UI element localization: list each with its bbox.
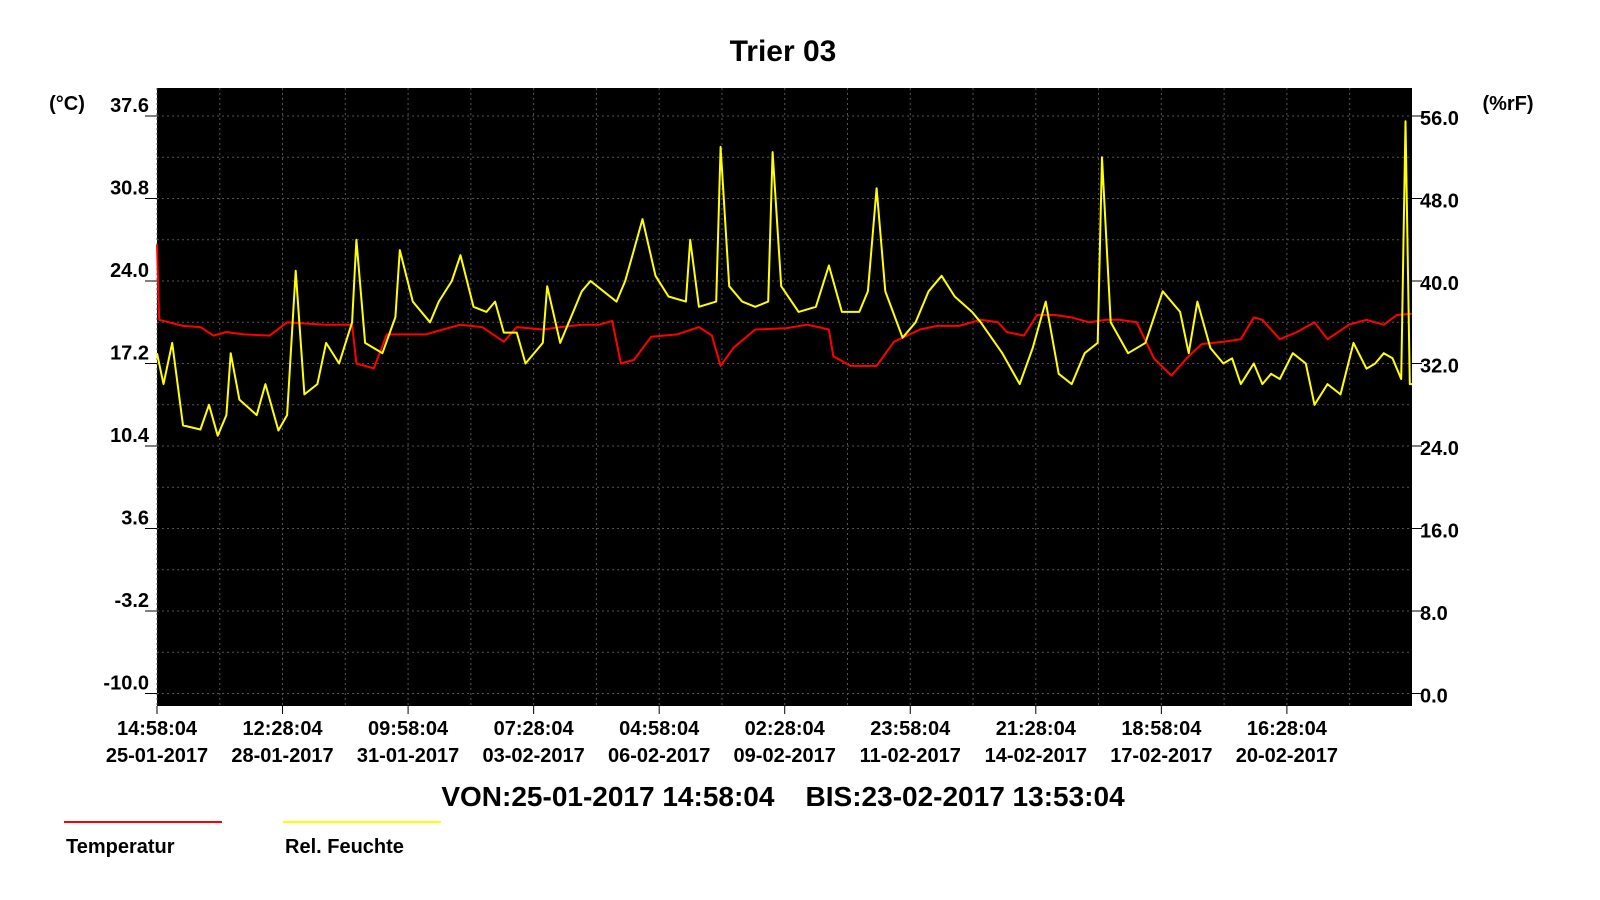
- x-tick-label-time: 12:28:04: [243, 718, 324, 740]
- y-left-tick-label: -10.0: [103, 673, 149, 695]
- y-axis-left: 37.6 30.8 24.0 17.2 10.4 3.6 -3.2 -10.0: [103, 95, 157, 695]
- x-tick-label-date: 11-02-2017: [860, 745, 961, 767]
- legend-label-humidity: Rel. Feuchte: [285, 836, 404, 858]
- x-tick-label-date: 03-02-2017: [482, 745, 584, 767]
- series-line-temperature: [156, 244, 1413, 377]
- y-right-tick-label: 48.0: [1420, 191, 1459, 213]
- x-tick-label-time: 07:28:04: [494, 718, 575, 740]
- y-right-tick-label: 0.0: [1420, 686, 1448, 708]
- x-tick-label-time: 18:58:04: [1121, 718, 1202, 740]
- grid: [156, 88, 1412, 706]
- y-right-tick-label: 16.0: [1420, 521, 1459, 543]
- x-tick-label-date: 31-01-2017: [357, 745, 459, 767]
- y-right-tick-label: 40.0: [1420, 273, 1459, 295]
- y-left-tick-label: 37.6: [110, 95, 149, 117]
- y-left-tick-label: -3.2: [115, 590, 149, 612]
- x-tick-label-date: 06-02-2017: [608, 745, 710, 767]
- x-tick-label-date: 17-02-2017: [1110, 745, 1212, 767]
- y-left-tick-label: 3.6: [121, 508, 149, 530]
- x-tick-label-time: 09:58:04: [368, 718, 449, 740]
- x-tick-label-time: 04:58:04: [619, 718, 700, 740]
- x-tick-label-time: 16:28:04: [1247, 718, 1328, 740]
- y-axis-right: 56.0 48.0 40.0 32.0 24.0 16.0 8.0 0.0: [1412, 108, 1459, 708]
- x-tick-label-time: 23:58:04: [870, 718, 951, 740]
- x-tick-label-date: 14-02-2017: [985, 745, 1087, 767]
- y-left-tick-label: 30.8: [110, 178, 149, 200]
- x-tick-label-time: 14:58:04: [117, 718, 198, 740]
- y-right-tick-label: 8.0: [1420, 603, 1448, 625]
- x-tick-label-date: 25-01-2017: [106, 745, 208, 767]
- y-left-tick-label: 17.2: [110, 343, 149, 365]
- x-tick-label-date: 09-02-2017: [734, 745, 836, 767]
- y-left-tick-label: 10.4: [110, 425, 150, 447]
- x-tick-label-date: 28-01-2017: [231, 745, 333, 767]
- legend: Temperatur Rel. Feuchte: [64, 821, 441, 858]
- y-axis-right-label: (%rF): [1482, 93, 1533, 115]
- series-lines: [156, 120, 1413, 437]
- x-tick-label-date: 20-02-2017: [1236, 745, 1338, 767]
- y-right-tick-label: 24.0: [1420, 438, 1459, 460]
- x-axis: 14:58:04 25-01-2017 12:28:04 28-01-2017 09:5…: [106, 706, 1338, 767]
- y-axis-left-label: (°C): [49, 93, 85, 115]
- legend-label-temperature: Temperatur: [66, 836, 175, 858]
- y-right-tick-label: 32.0: [1420, 356, 1459, 378]
- chart-title: Trier 03: [730, 35, 837, 68]
- series-line-humidity: [156, 120, 1412, 437]
- x-tick-label-time: 02:28:04: [745, 718, 826, 740]
- x-tick-label-time: 21:28:04: [996, 718, 1077, 740]
- range-label: VON:25-01-2017 14:58:04 BIS:23-02-2017 1…: [441, 781, 1125, 812]
- y-right-tick-label: 56.0: [1420, 108, 1459, 130]
- y-left-tick-label: 24.0: [110, 260, 149, 282]
